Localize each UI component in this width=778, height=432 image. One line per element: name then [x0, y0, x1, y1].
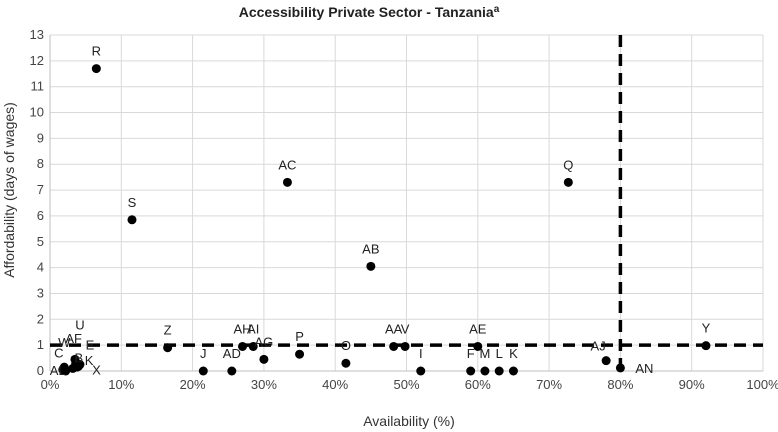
y-tick-label: 10 [30, 105, 44, 120]
y-tick-label: 12 [30, 53, 44, 68]
data-point [466, 366, 476, 376]
data-point-label: AN [635, 361, 653, 376]
x-tick-label: 70% [536, 377, 562, 392]
y-tick-label: 6 [37, 208, 44, 223]
data-point [508, 366, 518, 376]
x-tick-label: 20% [180, 377, 206, 392]
data-point [198, 366, 208, 376]
data-point [295, 349, 305, 359]
data-point-label: S [128, 195, 137, 210]
data-point [259, 354, 269, 364]
y-tick-label: 4 [37, 260, 44, 275]
y-axis-label: Affordability (days of wages) [1, 102, 17, 278]
y-tick-label: 13 [30, 27, 44, 42]
gridlines [50, 34, 764, 371]
data-point-label: AH [233, 321, 251, 336]
data-point-label: AL [50, 363, 66, 378]
data-point-label: K [509, 346, 518, 361]
data-point-label: AG [255, 334, 274, 349]
y-tick-label: 1 [37, 337, 44, 352]
data-point-label: C [54, 346, 63, 361]
data-point-label: U [75, 317, 84, 332]
data-point-label: F [467, 346, 475, 361]
data-point [416, 366, 426, 376]
data-point-label: M [480, 346, 491, 361]
data-point-label: X [92, 362, 101, 377]
x-tick-label: 10% [108, 377, 134, 392]
data-point-label: AA [385, 321, 403, 336]
data-point [282, 177, 292, 187]
data-point [473, 341, 483, 351]
data-point-label: AE [469, 321, 487, 336]
data-point-label: O [341, 338, 351, 353]
chart-title-text: Accessibility Private Sector - Tanzania [239, 4, 494, 20]
x-tick-label: 90% [679, 377, 705, 392]
data-point [238, 341, 248, 351]
data-point-label: Y [702, 321, 711, 336]
data-point [127, 215, 137, 225]
x-tick-label: 40% [322, 377, 348, 392]
data-point [494, 366, 504, 376]
chart-title-superscript: a [494, 4, 500, 15]
data-point-label: E [86, 338, 95, 353]
data-point [61, 366, 71, 376]
data-point [701, 341, 711, 351]
y-tick-label: 3 [37, 285, 44, 300]
data-point [163, 343, 173, 353]
data-point [480, 366, 490, 376]
data-point-label: I [419, 346, 423, 361]
y-tick-label: 5 [37, 234, 44, 249]
data-point-label: AJ [591, 339, 606, 354]
y-tick-label: 11 [31, 79, 45, 94]
data-point-label: B [74, 350, 83, 365]
x-tick-label: 0% [41, 377, 60, 392]
data-point-label: K [85, 353, 94, 368]
y-tick-label: 8 [37, 156, 44, 171]
data-point [227, 366, 237, 376]
y-tick-label: 0 [37, 363, 44, 378]
svg-text:Accessibility Private Sector -: Accessibility Private Sector - Tanzaniaa [239, 4, 500, 21]
data-point [341, 358, 351, 368]
data-point [563, 177, 573, 187]
data-point-label: W [58, 335, 71, 350]
data-point [248, 341, 258, 351]
data-point-label: AI [247, 321, 259, 336]
y-tick-label: 7 [37, 182, 44, 197]
data-point-label: J [200, 346, 207, 361]
data-point [366, 261, 376, 271]
data-point-label: AC [278, 157, 296, 172]
data-point-label: V [401, 321, 410, 336]
data-point-label: AB [362, 241, 379, 256]
data-point-label: Q [563, 157, 573, 172]
x-tick-label: 30% [251, 377, 277, 392]
data-point-label: AD [223, 346, 241, 361]
x-tick-label: 50% [393, 377, 419, 392]
data-point [601, 356, 611, 366]
x-tick-label: 100% [746, 377, 778, 392]
data-point-label: R [92, 44, 101, 59]
chart-title: Accessibility Private Sector - Tanzaniaa [239, 4, 500, 21]
data-point [91, 64, 101, 74]
data-point-label: Z [164, 323, 172, 338]
y-tick-label: 9 [37, 130, 44, 145]
data-point [400, 341, 410, 351]
data-point [74, 361, 84, 371]
data-point [389, 341, 399, 351]
x-axis-label: Availability (%) [363, 413, 455, 429]
x-tick-label: 80% [607, 377, 633, 392]
data-point [615, 363, 625, 373]
data-point-label: AF [65, 331, 82, 346]
data-point-label: L [496, 346, 503, 361]
y-tick-label: 2 [37, 311, 44, 326]
x-tick-label: 60% [465, 377, 491, 392]
data-point-label: P [295, 329, 304, 344]
